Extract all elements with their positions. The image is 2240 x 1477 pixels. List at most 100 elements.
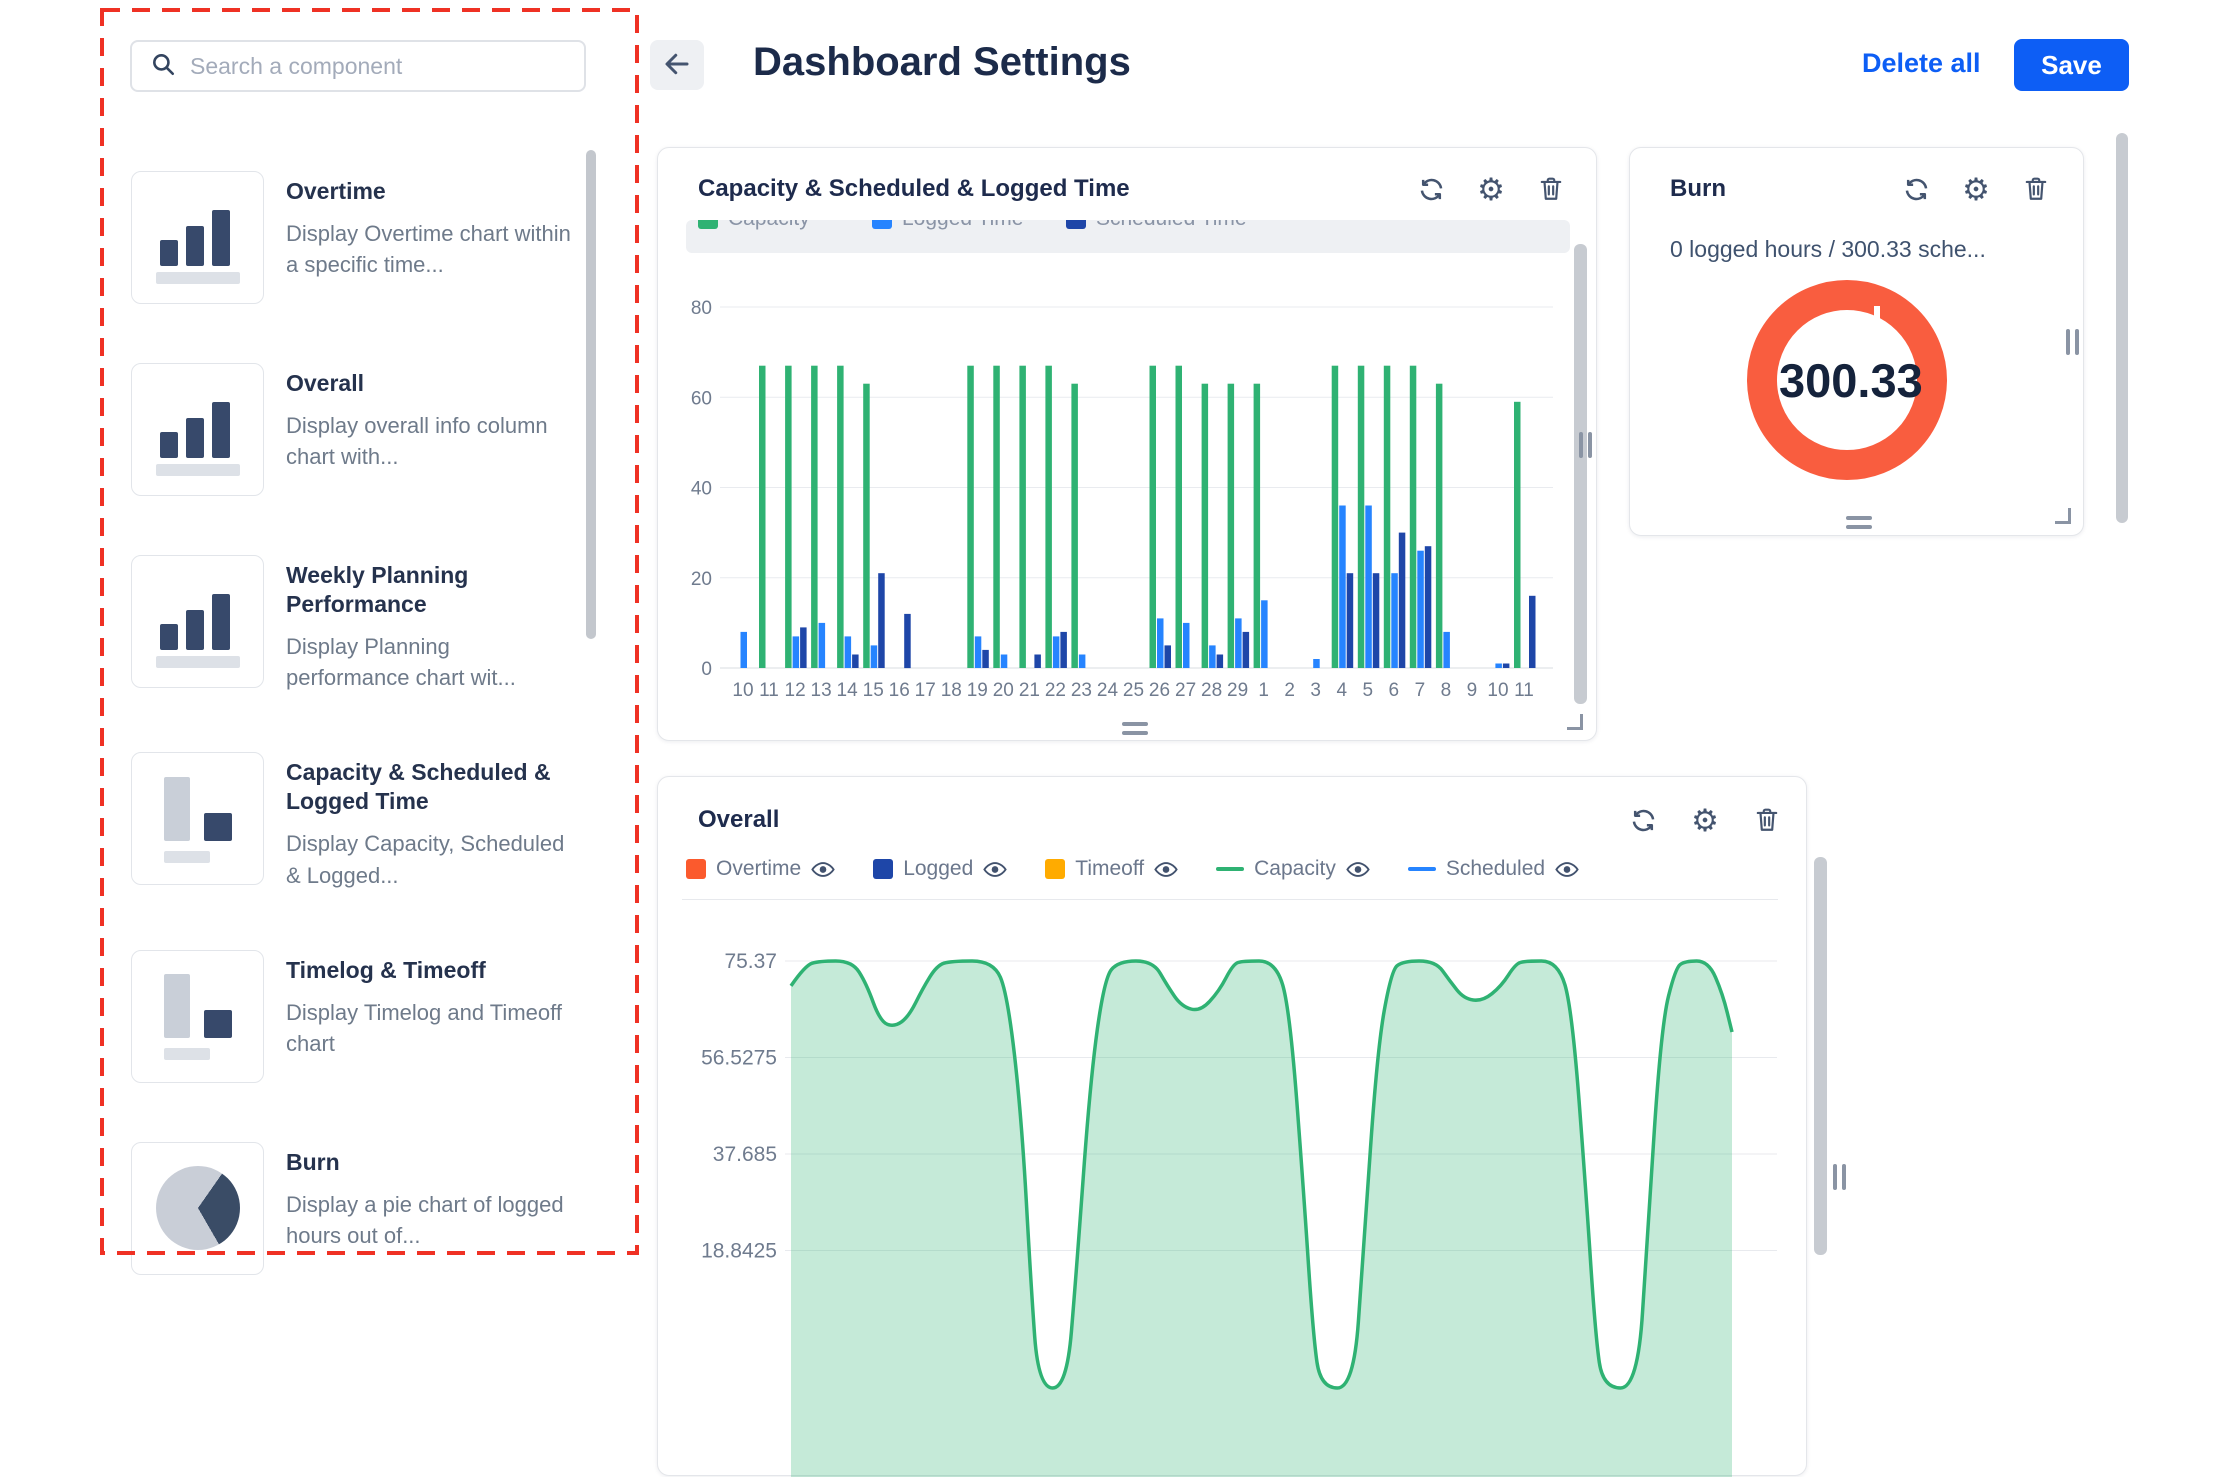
widget-overall[interactable]: Overall ⚙︎ Overtime Logged Timeoff Capacity… [657, 776, 1807, 1477]
resize-handle-corner[interactable] [2055, 508, 2071, 524]
component-title: Overtime [286, 178, 386, 204]
svg-text:2: 2 [1284, 680, 1295, 701]
legend-item[interactable]: Scheduled Time [1066, 220, 1247, 231]
svg-text:23: 23 [1071, 680, 1092, 701]
trash-icon[interactable] [2021, 174, 2051, 204]
svg-text:11: 11 [759, 680, 779, 701]
svg-text:0: 0 [701, 659, 712, 680]
component-card-timelog-timeoff[interactable]: Timelog & Timeoff Display Timelog and Tim… [131, 949, 591, 1083]
widget-burn[interactable]: Burn ⚙︎ 0 logged hours / 300.33 sche... … [1629, 147, 2084, 536]
widget-header: Overall ⚙︎ [698, 803, 1782, 838]
widget-header: Capacity & Scheduled & Logged Time ⚙︎ [698, 172, 1566, 207]
visibility-eye-icon[interactable] [983, 861, 1007, 878]
svg-text:7: 7 [1415, 680, 1426, 701]
gear-icon[interactable]: ⚙︎ [1691, 803, 1719, 838]
legend-item-overtime: Overtime [686, 857, 835, 881]
legend-swatch [698, 220, 718, 229]
svg-text:60: 60 [691, 388, 712, 409]
widget-title: Overall [698, 806, 780, 833]
page-scrollbar[interactable] [2116, 133, 2128, 523]
component-card-capacity-scheduled-logged-time[interactable]: Capacity & Scheduled & Logged Time Displa… [131, 752, 591, 890]
delete-all-button[interactable]: Delete all [1862, 48, 1981, 78]
widget-scrollbar[interactable] [1574, 244, 1587, 704]
svg-text:18: 18 [941, 680, 962, 701]
visibility-eye-icon[interactable] [1154, 861, 1178, 878]
visibility-eye-icon[interactable] [811, 861, 835, 878]
component-search-box[interactable] [130, 40, 586, 92]
component-icon-tile [131, 555, 264, 688]
resize-handle-right[interactable] [1833, 1164, 1846, 1190]
overall-area-chart: 75.37 56.5275 37.685 18.8425 [701, 950, 1777, 1477]
widget-header: Burn ⚙︎ [1670, 172, 2051, 207]
svg-text:15: 15 [863, 680, 884, 701]
svg-text:40: 40 [691, 479, 712, 500]
resize-handle-right[interactable] [1579, 432, 1592, 458]
stacked-bar-icon [152, 970, 244, 1062]
refresh-icon[interactable] [1901, 174, 1931, 204]
svg-text:8: 8 [1441, 680, 1452, 701]
svg-text:24: 24 [1097, 680, 1119, 701]
svg-text:21: 21 [1019, 680, 1040, 701]
gear-icon[interactable]: ⚙︎ [1477, 172, 1505, 207]
widget-capacity-scheduled-logged[interactable]: Capacity & Scheduled & Logged Time ⚙︎ Ca… [657, 147, 1597, 741]
component-card-burn[interactable]: Burn Display a pie chart of logged hours … [131, 1141, 591, 1275]
widget-actions: ⚙︎ [1628, 803, 1782, 838]
component-card-weekly-planning-performance[interactable]: Weekly Planning Performance Display Plann… [131, 555, 591, 693]
legend-square-swatch [686, 859, 706, 879]
svg-text:6: 6 [1389, 680, 1400, 701]
legend-item[interactable]: Capacity [698, 220, 810, 231]
component-icon-tile [131, 363, 264, 496]
visibility-eye-icon[interactable] [1555, 861, 1579, 878]
divider [682, 899, 1778, 900]
legend-swatch [872, 220, 892, 229]
component-card-overall[interactable]: Overall Display overall info column chart… [131, 363, 591, 496]
legend-square-swatch [873, 859, 894, 879]
widget-actions: ⚙︎ [1901, 172, 2051, 207]
svg-text:13: 13 [811, 680, 832, 701]
legend-item-capacity: Capacity [1216, 857, 1370, 881]
search-input[interactable] [190, 52, 584, 80]
component-card-overtime[interactable]: Overtime Display Overtime chart within a … [131, 171, 591, 304]
component-description: Display a pie chart of logged hours out … [286, 1191, 564, 1249]
svg-text:12: 12 [785, 680, 806, 701]
visibility-eye-icon[interactable] [1346, 861, 1370, 878]
resize-handle-bottom[interactable] [1122, 722, 1148, 735]
svg-text:10: 10 [1487, 680, 1508, 701]
save-button[interactable]: Save [2014, 39, 2129, 91]
resize-handle-corner[interactable] [1567, 714, 1583, 730]
component-description: Display Capacity, Scheduled & Logged... [286, 831, 565, 888]
trash-icon[interactable] [1752, 805, 1782, 835]
component-list: Overtime Display Overtime chart within a … [131, 171, 591, 1334]
svg-text:20: 20 [993, 680, 1014, 701]
svg-text:27: 27 [1175, 680, 1196, 701]
legend-item-scheduled: Scheduled [1407, 857, 1579, 881]
burn-donut-hole: 300.33 [1743, 276, 1951, 484]
legend-line-swatch [1216, 867, 1245, 871]
sidebar-scrollbar[interactable] [586, 150, 596, 639]
component-description: Display Planning performance chart wit..… [286, 633, 516, 691]
legend-square-swatch [1045, 859, 1066, 879]
gear-icon[interactable]: ⚙︎ [1962, 172, 1990, 207]
resize-handle-right[interactable] [2066, 329, 2079, 355]
component-title: Weekly Planning Performance [286, 562, 469, 617]
svg-text:17: 17 [915, 680, 936, 701]
legend-item[interactable]: Logged Time [872, 220, 1023, 231]
legend-item-logged: Logged [873, 857, 1007, 881]
clipped-chart-legend: Capacity Logged Time Scheduled Time [686, 220, 1570, 253]
back-button[interactable] [650, 40, 704, 90]
component-icon-tile [131, 1141, 264, 1275]
bar-chart-icon [152, 192, 244, 284]
overall-scrollbar[interactable] [1814, 857, 1827, 1255]
bar-chart-icon [152, 576, 244, 668]
trash-icon[interactable] [1536, 174, 1566, 204]
refresh-icon[interactable] [1416, 174, 1446, 204]
search-icon [150, 51, 176, 82]
svg-text:19: 19 [967, 680, 988, 701]
resize-handle-bottom[interactable] [1846, 516, 1872, 529]
component-title: Capacity & Scheduled & Logged Time [286, 759, 551, 815]
legend-swatch [1066, 220, 1086, 229]
legend-label: Logged Time [902, 220, 1023, 231]
refresh-icon[interactable] [1628, 805, 1658, 835]
component-title: Burn [286, 1148, 340, 1175]
